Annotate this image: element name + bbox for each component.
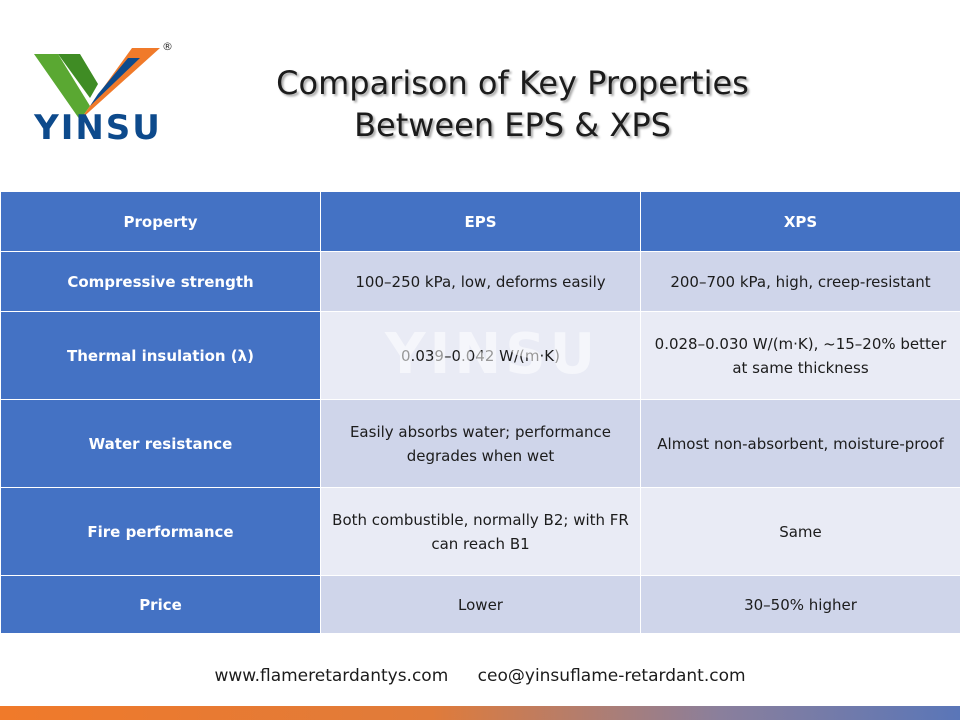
row-label: Compressive strength (0, 251, 321, 312)
table-row: Compressive strength 100–250 kPa, low, d… (0, 251, 960, 312)
logo-wordmark: YINSU (34, 108, 162, 148)
table-row: Price Lower 30–50% higher (0, 575, 960, 634)
yinsu-logo (34, 48, 160, 120)
eps-cell: 100–250 kPa, low, deforms easily (320, 251, 641, 312)
website-link[interactable]: www.flameretardantys.com (214, 666, 449, 686)
watermark: YINSU (385, 322, 600, 387)
table-row: Thermal insulation (λ) 0.039–0.042 W/(m·… (0, 311, 960, 400)
email-link[interactable]: ceo@yinsuflame-retardant.com (477, 666, 746, 686)
eps-cell: 0.039–0.042 W/(m·K) (320, 311, 641, 400)
table-row: Fire performance Both combustible, norma… (0, 487, 960, 576)
page-title: Comparison of Key Properties Between EPS… (230, 62, 795, 146)
title-line-2: Between EPS & XPS (354, 106, 671, 144)
header-xps: XPS (640, 191, 960, 252)
bottom-accent-bar (0, 706, 960, 720)
table-row: Water resistance Easily absorbs water; p… (0, 399, 960, 488)
row-label: Water resistance (0, 399, 321, 488)
xps-cell: Same (640, 487, 960, 576)
eps-cell: Lower (320, 575, 641, 634)
eps-cell: Easily absorbs water; performance degrad… (320, 399, 641, 488)
footer-contact: www.flameretardantys.com ceo@yinsuflame-… (0, 666, 960, 686)
eps-cell: Both combustible, normally B2; with FR c… (320, 487, 641, 576)
xps-cell: 200–700 kPa, high, creep-resistant (640, 251, 960, 312)
row-label: Thermal insulation (λ) (0, 311, 321, 400)
header-property: Property (0, 191, 321, 252)
row-label: Price (0, 575, 321, 634)
registered-mark: ® (162, 40, 173, 53)
xps-cell: 30–50% higher (640, 575, 960, 634)
row-label: Fire performance (0, 487, 321, 576)
table-header-row: Property EPS XPS (0, 191, 960, 252)
xps-cell: Almost non-absorbent, moisture-proof (640, 399, 960, 488)
xps-cell: 0.028–0.030 W/(m·K), ~15–20% better at s… (640, 311, 960, 400)
header-eps: EPS (320, 191, 641, 252)
comparison-table: Property EPS XPS Compressive strength 10… (0, 191, 960, 634)
title-line-1: Comparison of Key Properties (276, 64, 749, 102)
